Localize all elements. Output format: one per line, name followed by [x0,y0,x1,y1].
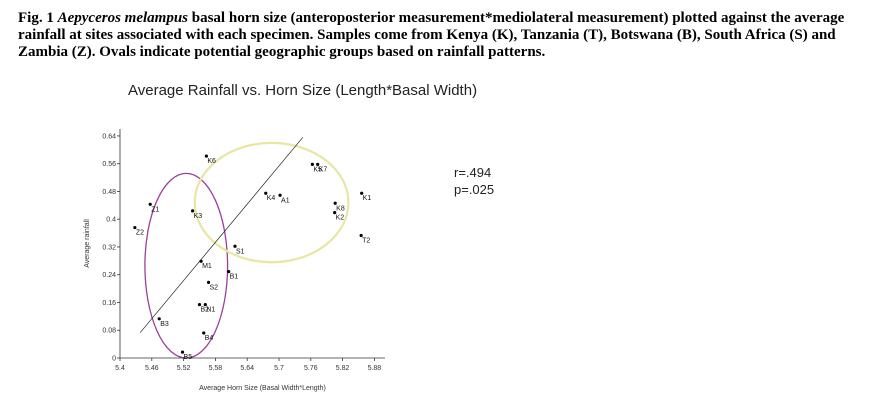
point-label-b3: B3 [160,321,169,328]
y-tick-label: 0 [112,356,116,363]
data-point-z2 [133,225,137,230]
point-label-b5: B5 [184,354,193,361]
point-label-n1: N1 [206,307,215,314]
point-label-b1: B1 [230,274,239,281]
data-point-k2 [333,211,337,215]
x-tick-label: 5.4 [115,365,125,372]
x-tick-label: 5.7 [274,365,284,372]
point-label-k8: K8 [336,205,345,212]
point-label-z1: Z1 [151,206,159,213]
data-point-b5 [180,350,185,354]
y-axis-label: Average rainfall [84,219,91,268]
data-point-k1 [360,191,364,195]
r-value: r=.494 [454,165,492,180]
x-tick-label: 5.52 [177,365,191,372]
point-label-k5: K5 [313,166,322,173]
data-point-s2 [206,280,211,284]
p-value: p=.025 [454,182,495,197]
caption-species: Aepyceros melampus [57,10,188,26]
chart-title: Average Rainfall vs. Horn Size (Length*B… [128,82,478,99]
x-tick-label: 5.88 [368,365,382,372]
data-point-b2 [197,302,202,307]
x-tick-label: 5.58 [209,365,223,372]
x-axis-label: Average Horn Size (Basal Width*Length) [199,385,326,392]
caption-text: basal horn size (anteroposterior measure… [18,10,845,60]
y-tick-label: 0.24 [102,272,116,279]
point-label-k7: K7 [319,166,328,173]
trend-line [139,137,304,333]
y-tick-label: 0.16 [102,300,116,307]
data-point-m1 [199,259,203,263]
point-label-k3: K3 [194,213,203,220]
data-point-t2 [359,233,363,238]
point-label-b4: B4 [205,335,214,342]
y-tick-label: 0.08 [102,328,116,335]
group-oval-1 [144,172,229,359]
point-label-t2: T2 [362,238,370,245]
point-label-k6: K6 [207,158,216,165]
data-point-k3 [191,209,195,213]
point-label-b2: B2 [201,307,210,314]
point-label-m1: M1 [202,263,212,270]
figure-caption: Fig. 1 Aepyceros melampus basal horn siz… [18,10,880,61]
y-tick-label: 0.32 [102,244,116,251]
point-label-k2: K2 [336,215,345,222]
y-tick-label: 0.64 [102,133,116,140]
caption-prefix: Fig. 1 [18,10,58,26]
data-point-k6 [204,154,208,158]
data-point-n1 [203,302,207,307]
data-point-a1 [278,193,282,197]
data-point-b4 [202,331,206,335]
group-oval-2 [193,141,350,264]
data-point-z1 [148,202,152,206]
x-tick-label: 5.64 [240,365,254,372]
point-label-k1: K1 [363,195,372,202]
y-tick-label: 0.4 [106,217,116,224]
x-tick-label: 5.76 [304,365,318,372]
data-point-k7 [316,162,320,166]
chart-stats: r=.494 p=.025 [454,164,494,198]
point-label-s1: S1 [236,248,245,255]
data-point-k4 [264,191,268,195]
point-label-k4: K4 [267,195,276,202]
data-point-k5 [310,162,314,166]
data-point-b3 [157,317,161,321]
point-label-z2: Z2 [136,230,144,237]
point-label-a1: A1 [281,197,290,204]
data-point-b1 [227,270,231,274]
y-tick-label: 0.48 [102,189,116,196]
y-tick-label: 0.56 [102,161,116,168]
data-point-s1 [233,244,237,248]
point-label-s2: S2 [210,284,219,291]
x-tick-label: 5.82 [336,365,350,372]
x-tick-label: 5.46 [145,365,159,372]
data-point-k8 [333,201,337,205]
